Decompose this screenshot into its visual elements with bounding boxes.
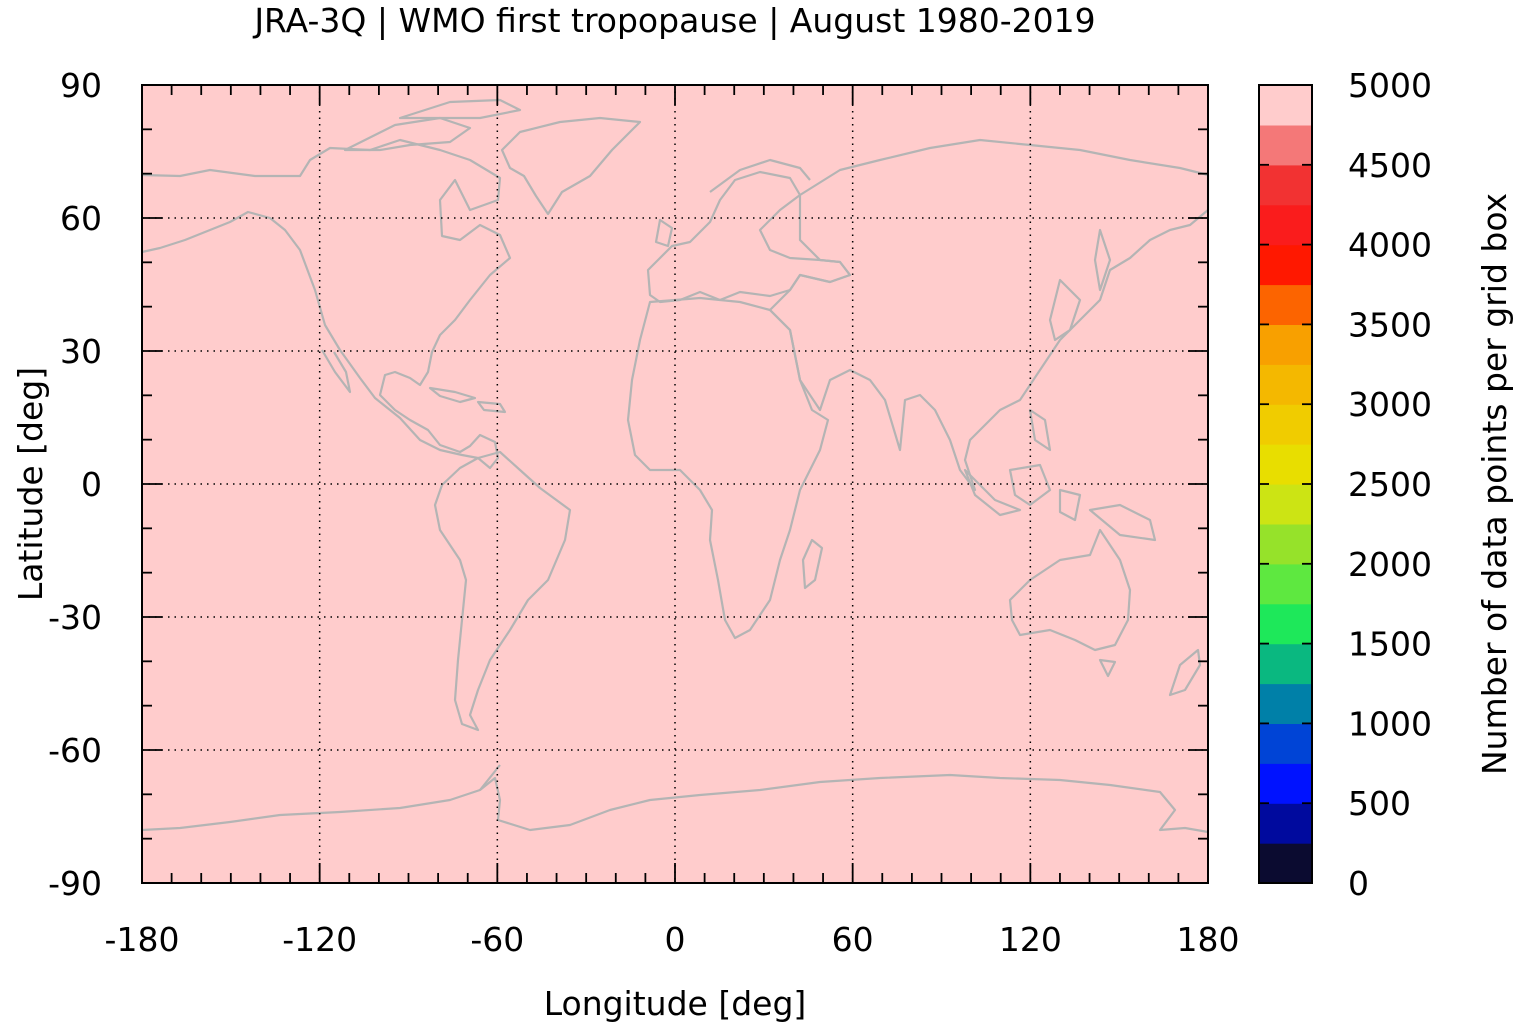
colorbar-swatch [1259,124,1312,166]
colorbar-tick-label: 2500 [1348,465,1432,504]
colorbar-swatch [1259,563,1312,605]
x-tick-labels: -180 -120 -60 0 60 120 180 [105,920,1240,959]
x-tick-label: 0 [665,920,686,959]
y-tick-label: 60 [60,199,102,238]
colorbar-tick-label: 0 [1348,864,1369,903]
colorbar-swatch [1259,164,1312,206]
colorbar-swatch [1259,523,1312,565]
grid-lines [142,85,1208,883]
x-tick-label: 60 [832,920,874,959]
colorbar-tick-label: 5000 [1348,66,1432,105]
x-tick-label: 120 [999,920,1062,959]
colorbar-swatch [1259,404,1312,445]
colorbar-swatch [1259,723,1312,764]
colorbar: 0 500 1000 1500 2000 2500 3000 3500 4000 4500 5000 [1258,66,1432,903]
colorbar-tick-label: 1500 [1348,625,1432,664]
colorbar-tick-label: 4500 [1348,146,1432,185]
colorbar-swatch [1259,803,1312,844]
x-tick-label: 180 [1177,920,1240,959]
chart-title: JRA-3Q | WMO first tropopause | August 1… [252,1,1095,40]
y-tick-labels: 90 60 30 0 -30 -60 -90 [48,66,102,903]
colorbar-swatch [1259,364,1312,405]
colorbar-swatch [1259,85,1312,126]
axis-ticks [141,84,1209,884]
y-tick-label: -30 [48,598,102,637]
x-axis-label: Longitude [deg] [544,984,807,1023]
colorbar-swatch [1259,603,1312,645]
colorbar-tick-label: 2000 [1348,545,1432,584]
x-tick-label: -60 [470,920,524,959]
y-tick-label: 30 [60,332,102,371]
colorbar-tick-label: 3000 [1348,385,1432,424]
colorbar-swatch [1259,763,1312,804]
x-tick-label: -120 [282,920,357,959]
colorbar-tick-label: 3500 [1348,305,1432,344]
colorbar-swatch [1259,683,1312,724]
y-tick-label: -90 [48,864,102,903]
colorbar-swatch [1259,204,1312,246]
coastlines [141,98,1210,834]
colorbar-swatch [1259,284,1312,325]
colorbar-swatch [1259,484,1312,525]
colorbar-swatch [1259,843,1312,884]
y-axis-label: Latitude [deg] [11,367,50,601]
y-tick-label: 90 [60,66,102,105]
colorbar-swatch [1259,643,1312,685]
y-tick-label: 0 [81,465,102,504]
colorbar-swatch [1259,244,1312,286]
plot-area: -180 -120 -60 0 60 120 180 90 60 30 0 -30 -60 -90 [48,66,1239,959]
y-tick-label: -60 [48,731,102,770]
colorbar-swatch [1259,324,1312,365]
colorbar-tick-label: 500 [1348,784,1411,823]
colorbar-tick-label: 4000 [1348,226,1432,265]
x-tick-label: -180 [105,920,180,959]
colorbar-swatch [1259,444,1312,485]
colorbar-tick-label: 1000 [1348,704,1432,743]
colorbar-label: Number of data points per grid box [1475,193,1514,775]
